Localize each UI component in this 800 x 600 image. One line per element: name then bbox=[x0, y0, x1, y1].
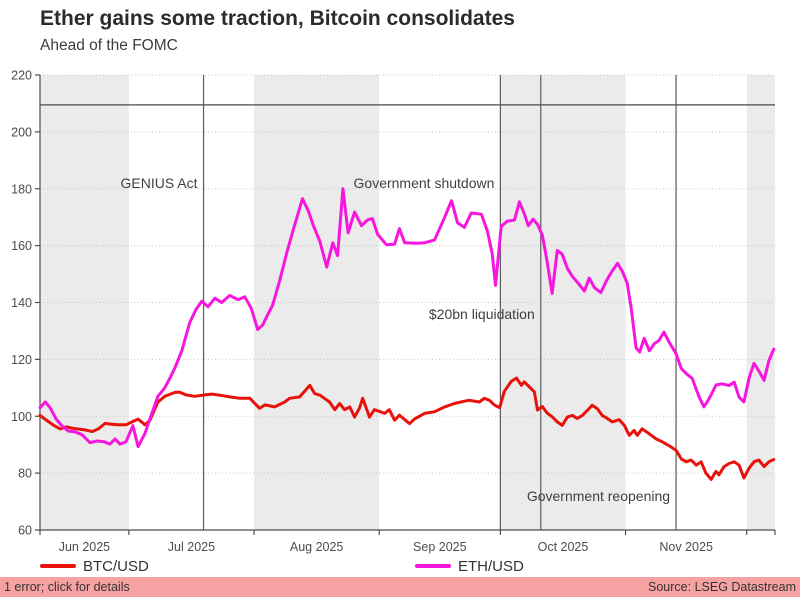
y-tick-label: 160 bbox=[11, 239, 32, 253]
source-label: Source: LSEG Datastream bbox=[648, 580, 796, 594]
eth-line-swatch bbox=[415, 564, 451, 568]
x-tick-label: Jul 2025 bbox=[168, 540, 215, 554]
legend-label-eth: ETH/USD bbox=[458, 557, 524, 575]
y-tick-label: 80 bbox=[18, 467, 32, 481]
month-band bbox=[500, 75, 626, 530]
y-tick-label: 140 bbox=[11, 296, 32, 310]
price-chart: 60 80 100 120 140 160 180 200 220 Jun 2025 Jul 202… bbox=[11, 69, 776, 554]
event-label: Government reopening bbox=[527, 488, 670, 504]
x-tick-label: Aug 2025 bbox=[290, 540, 344, 554]
error-message[interactable]: 1 error; click for details bbox=[4, 580, 130, 594]
x-tick-label: Sep 2025 bbox=[413, 540, 467, 554]
x-tick-label: Jun 2025 bbox=[59, 540, 110, 554]
page-subtitle: Ahead of the FOMC bbox=[40, 37, 178, 54]
chart-legend: BTC/USD ETH/USD bbox=[0, 556, 800, 576]
month-band bbox=[40, 75, 129, 530]
btc-usd-line bbox=[38, 376, 776, 481]
legend-label-btc: BTC/USD bbox=[83, 557, 149, 575]
x-tick-label: Oct 2025 bbox=[538, 540, 589, 554]
x-tick-label: Nov 2025 bbox=[659, 540, 713, 554]
event-label: Government shutdown bbox=[354, 175, 495, 191]
event-label: $20bn liquidation bbox=[429, 306, 535, 322]
status-bar: 1 error; click for details Source: LSEG … bbox=[0, 577, 800, 597]
btc-line-swatch bbox=[40, 564, 76, 568]
eth-usd-line bbox=[38, 187, 776, 449]
y-tick-label: 60 bbox=[18, 524, 32, 538]
y-tick-label: 100 bbox=[11, 410, 32, 424]
y-tick-label: 120 bbox=[11, 353, 32, 367]
legend-item-btc: BTC/USD bbox=[40, 556, 149, 576]
y-tick-label: 200 bbox=[11, 125, 32, 139]
event-label: GENIUS Act bbox=[121, 175, 198, 191]
page-title: Ether gains some traction, Bitcoin conso… bbox=[40, 7, 515, 30]
y-tick-label: 220 bbox=[11, 69, 32, 83]
legend-item-eth: ETH/USD bbox=[415, 556, 524, 576]
y-tick-label: 180 bbox=[11, 182, 32, 196]
